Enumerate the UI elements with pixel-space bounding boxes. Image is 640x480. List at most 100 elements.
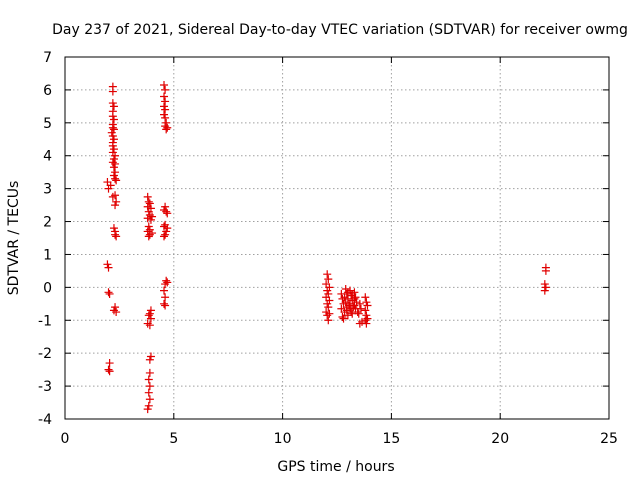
x-tick-label: 10 xyxy=(274,431,292,447)
data-point xyxy=(162,207,171,216)
data-point xyxy=(324,275,333,284)
data-point xyxy=(540,286,549,295)
data-point xyxy=(143,192,152,201)
data-point xyxy=(162,227,171,236)
data-point xyxy=(161,293,170,302)
data-point xyxy=(109,145,118,154)
y-tick-label: 4 xyxy=(43,149,52,165)
data-point xyxy=(361,293,370,302)
x-tick-label: 15 xyxy=(382,431,400,447)
y-tick-label: 3 xyxy=(43,182,52,198)
x-tick-label: 25 xyxy=(600,431,618,447)
chart-title: Day 237 of 2021, Sidereal Day-to-day VTE… xyxy=(52,22,628,38)
data-point xyxy=(108,112,117,121)
data-point xyxy=(145,230,154,239)
data-point xyxy=(162,125,171,134)
data-point xyxy=(109,115,118,124)
y-tick-label: -3 xyxy=(38,379,52,395)
data-point xyxy=(112,176,121,185)
data-point xyxy=(105,359,114,368)
data-point xyxy=(109,224,118,233)
data-point xyxy=(112,197,121,206)
data-point xyxy=(144,375,153,384)
data-point xyxy=(339,314,348,323)
data-point xyxy=(338,312,347,321)
data-point xyxy=(145,382,154,391)
data-point xyxy=(111,303,120,312)
data-point xyxy=(340,293,349,302)
data-point xyxy=(343,288,352,297)
data-point xyxy=(148,212,157,221)
data-point xyxy=(109,163,118,172)
data-point xyxy=(361,316,370,325)
data-point xyxy=(541,283,550,292)
data-point xyxy=(342,303,351,312)
data-point xyxy=(104,288,113,297)
y-tick-label: -1 xyxy=(38,313,52,329)
data-point xyxy=(105,289,114,298)
plot-frame xyxy=(64,56,610,420)
data-point xyxy=(323,270,332,279)
data-point xyxy=(104,263,113,272)
data-point xyxy=(144,197,153,206)
data-points xyxy=(103,80,550,414)
data-point xyxy=(323,311,332,320)
y-tick-label: -2 xyxy=(38,346,52,362)
data-point xyxy=(105,367,114,376)
data-point xyxy=(145,321,154,330)
data-point xyxy=(323,286,332,295)
data-point xyxy=(109,155,118,164)
data-point xyxy=(161,105,170,114)
data-point xyxy=(324,303,333,312)
data-point xyxy=(356,304,365,313)
x-tick-labels: 0 5 10 15 20 25 xyxy=(61,431,618,447)
data-point xyxy=(144,207,153,216)
data-point xyxy=(160,232,169,241)
data-point xyxy=(144,232,153,241)
data-point xyxy=(146,314,155,323)
x-tick-label: 20 xyxy=(491,431,509,447)
data-point xyxy=(541,266,550,275)
data-point xyxy=(362,298,371,307)
data-point xyxy=(111,201,120,210)
data-point xyxy=(111,151,120,160)
data-point xyxy=(161,85,170,94)
data-point xyxy=(112,232,121,241)
y-tick-label: 6 xyxy=(43,83,52,99)
x-tick-label: 0 xyxy=(61,431,70,447)
axis-ticks xyxy=(64,56,610,420)
data-point xyxy=(107,128,116,137)
data-point xyxy=(109,171,118,180)
y-tick-label: 1 xyxy=(43,247,52,263)
data-point xyxy=(361,306,370,315)
data-point xyxy=(145,309,154,318)
data-point xyxy=(146,306,155,315)
data-point xyxy=(163,123,172,132)
data-point xyxy=(160,299,169,308)
grid-lines xyxy=(65,57,609,419)
data-point xyxy=(144,401,153,410)
y-tick-labels: -4 -3 -2 -1 0 1 2 3 4 5 6 7 xyxy=(38,50,52,428)
data-point xyxy=(323,299,332,308)
data-point xyxy=(108,87,117,96)
data-point xyxy=(362,319,371,328)
y-tick-label: 2 xyxy=(43,215,52,231)
data-point xyxy=(160,110,169,119)
data-point xyxy=(161,202,170,211)
data-point xyxy=(109,135,118,144)
data-point xyxy=(161,230,170,239)
data-point xyxy=(160,92,169,101)
data-point xyxy=(161,97,170,106)
data-point xyxy=(161,113,170,122)
data-point xyxy=(145,368,154,377)
data-point xyxy=(111,191,120,200)
data-point xyxy=(112,308,121,317)
data-point xyxy=(143,405,152,414)
x-tick-label: 5 xyxy=(169,431,178,447)
data-point xyxy=(109,102,118,111)
data-point xyxy=(104,365,113,374)
data-point xyxy=(362,311,371,320)
data-point xyxy=(162,276,171,285)
y-tick-label: 0 xyxy=(43,280,52,296)
